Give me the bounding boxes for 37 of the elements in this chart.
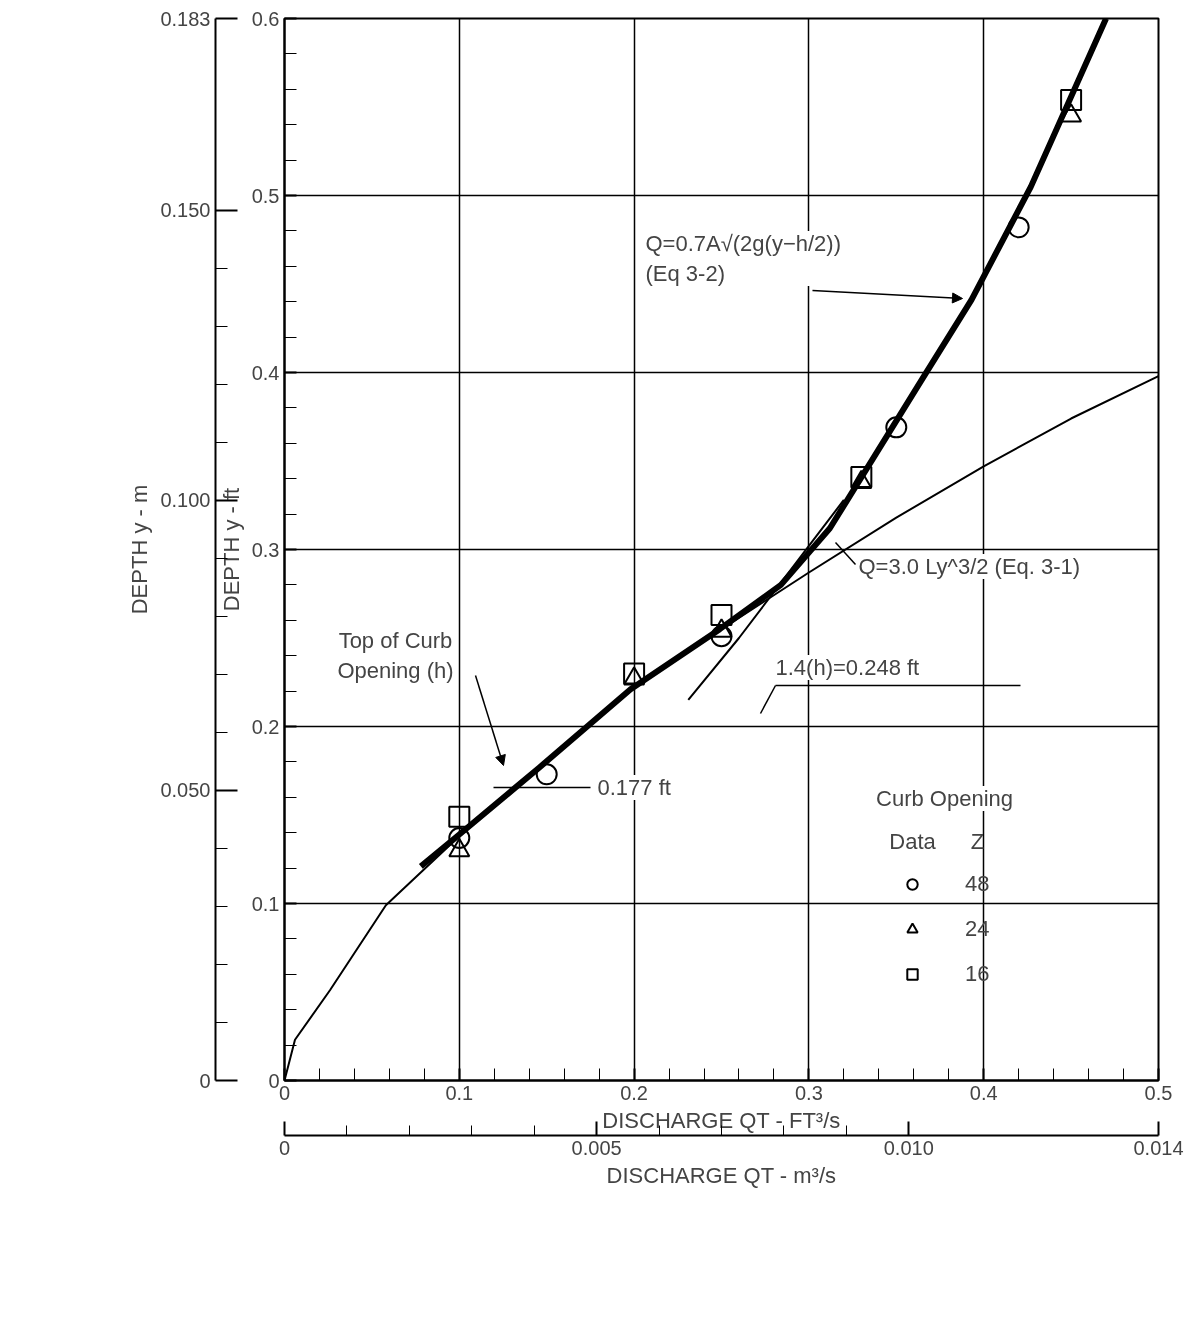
point [448,827,471,849]
legend-title: Curb Opening [876,786,1013,811]
x-axis-title: DISCHARGE QT - FT³/s [602,1107,841,1133]
annotation: Q=3.0 Ly^3/2 (Eq. 3-1) [858,554,1081,579]
point [448,805,471,828]
y2-tick-label: 0.050 [160,779,211,802]
y-tick-label: 0.2 [251,715,280,738]
y2-axis-title: DEPTH y - m [127,484,153,615]
y-tick-label: 0.4 [251,361,280,384]
x2-tick-label: 0.014 [1133,1136,1184,1159]
y-tick-label: 0.3 [251,538,280,561]
x2-axis-title: DISCHARGE QT - m³/s [606,1162,836,1188]
y-axis-title: DEPTH y - ft [218,487,244,612]
point [710,603,733,626]
x-tick-label: 0.3 [795,1081,823,1104]
annotation: Top of Curb Opening (h) [337,628,454,683]
point [710,625,733,648]
y-tick-label: 0.1 [251,892,280,915]
x2-tick-label: 0.010 [883,1136,934,1159]
annotation: Q=0.7A√(2g(y−h/2)) (Eq 3-2) [645,231,841,286]
y2-tick-label: 0.150 [160,199,211,222]
y2-tick-label: 0.100 [160,489,211,512]
x2-tick-label: 0.005 [571,1136,622,1159]
point [1060,88,1083,111]
x-tick-label: 0.1 [445,1081,474,1104]
y2-tick-label: 0.183 [160,7,211,30]
y-tick-label: 0.5 [251,184,280,207]
y-tick-label: 0.6 [251,7,280,30]
point [1007,216,1030,239]
annotation: Data [889,829,937,854]
x-tick-label: 0.2 [620,1081,649,1104]
point [535,763,558,786]
x-tick-label: 0.5 [1144,1081,1173,1104]
annotation: 1.4(h)=0.248 ft [775,655,920,680]
annotation: 0.177 ft [597,775,671,800]
x-tick-label: 0.4 [969,1081,998,1104]
point [885,416,908,439]
